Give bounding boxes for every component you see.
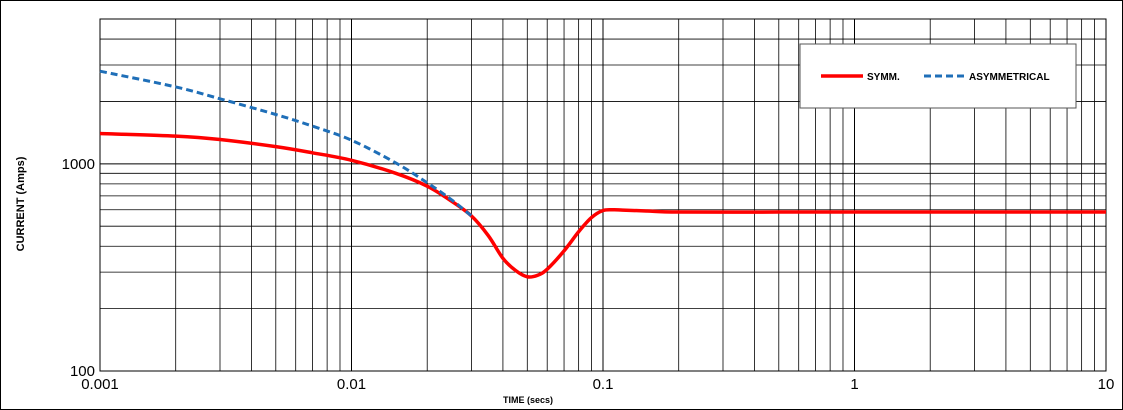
x-tick-label: 0.01 — [337, 376, 366, 393]
y-tick-label: 100 — [70, 363, 95, 380]
tick-labels: 0.001 0.01 0.1 1 10 100 1000 — [62, 156, 1115, 393]
series-line-asymmetrical — [99, 69, 473, 218]
x-tick-label: 10 — [1098, 376, 1115, 393]
x-tick-label: 0.1 — [593, 376, 614, 393]
y-tick-label: 1000 — [62, 156, 95, 173]
series-layer — [99, 69, 1106, 279]
legend: SYMM. ASYMMETRICAL — [799, 43, 1077, 109]
x-tick-label: 0.001 — [81, 376, 119, 393]
x-tick-label: 1 — [850, 376, 858, 393]
legend-label-symm: SYMM. — [867, 72, 900, 83]
x-axis-title: TIME (secs) — [503, 395, 553, 405]
legend-label-asymmetrical: ASYMMETRICAL — [969, 72, 1050, 83]
plot-border — [99, 18, 1107, 372]
series-line-symm — [99, 131, 1106, 279]
y-axis-title: CURRENT (Amps) — [15, 156, 27, 251]
